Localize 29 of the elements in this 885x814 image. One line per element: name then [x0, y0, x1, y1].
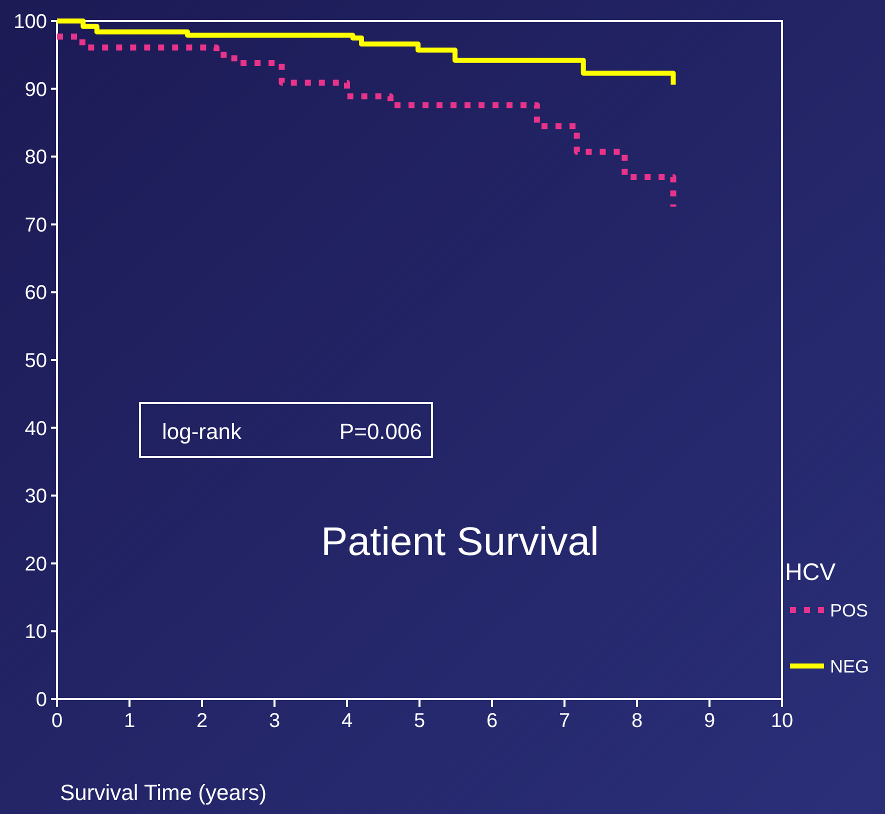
x-tick-label: 2 [196, 710, 208, 732]
legend-label: NEG [830, 656, 870, 676]
y-tick-label: 70 [24, 214, 47, 236]
x-tick-label: 3 [268, 710, 280, 732]
x-tick-label: 0 [51, 710, 63, 732]
y-tick-label: 90 [24, 78, 47, 101]
y-tick-label: 60 [24, 282, 47, 304]
x-tick-label: 5 [414, 710, 426, 732]
y-tick-label: 80 [24, 146, 47, 169]
y-tick-label: 0 [36, 689, 47, 711]
x-tick-label: 6 [486, 710, 498, 732]
legend-label: POS [830, 600, 868, 620]
y-tick-label: 100 [14, 11, 47, 33]
x-tick-label: 7 [558, 710, 570, 732]
y-tick-label: 50 [24, 350, 47, 372]
annotation: P=0.006 [339, 419, 422, 444]
legend-title: HCV [785, 559, 836, 586]
y-tick-label: 40 [24, 418, 47, 440]
annotation: Patient Survival [321, 520, 599, 564]
x-axis-title: Survival Time (years) [60, 780, 267, 805]
y-tick-label: 30 [24, 486, 47, 508]
x-tick-label: 8 [631, 710, 643, 732]
y-tick-label: 20 [24, 553, 47, 576]
x-tick-label: 1 [124, 710, 136, 732]
y-tick-label: 10 [24, 621, 47, 644]
x-tick-label: 4 [341, 710, 353, 732]
x-tick-label: 10 [770, 710, 794, 732]
annotation: log-rank [162, 419, 242, 444]
x-tick-label: 9 [704, 710, 716, 732]
